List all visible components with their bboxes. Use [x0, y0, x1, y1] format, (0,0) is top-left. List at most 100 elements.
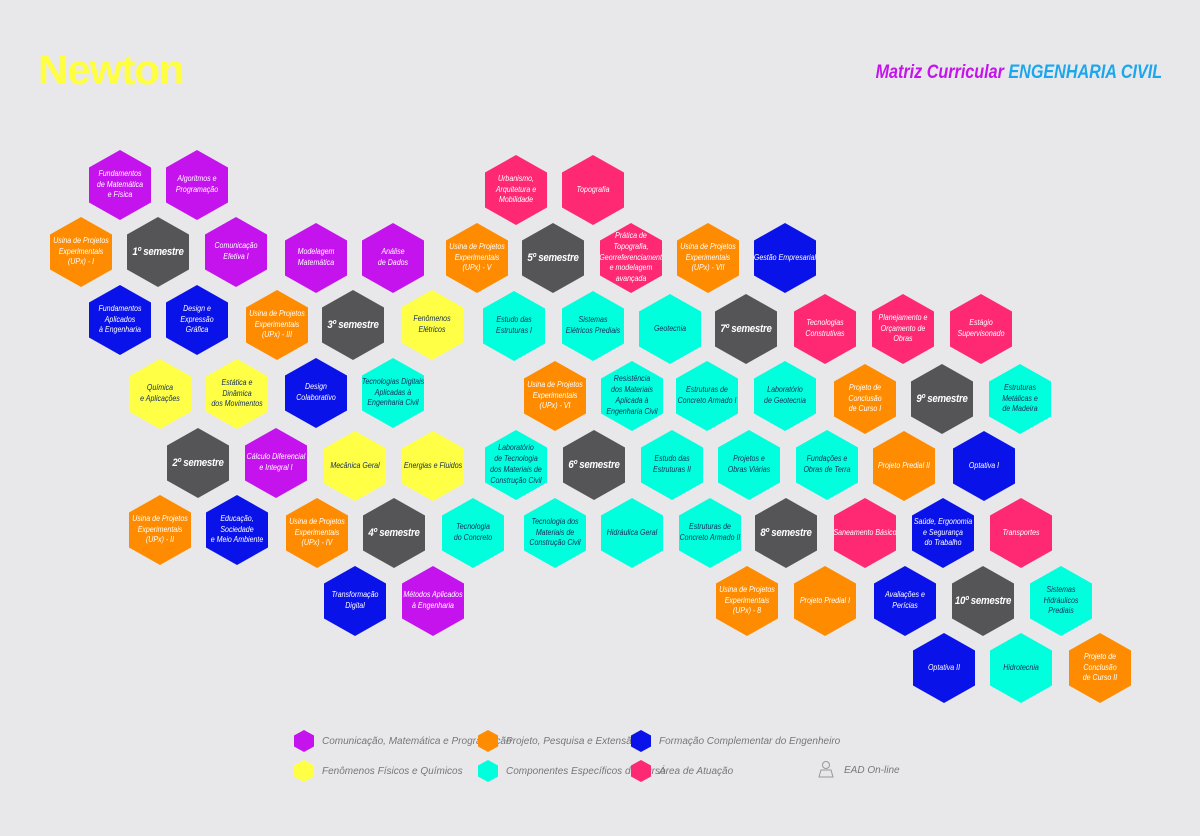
- hex-swatch-icon: [478, 760, 498, 782]
- course-label: Tecnologia dos Materiais de Construção C…: [529, 516, 581, 548]
- semester-label: 7º semestre: [720, 322, 772, 335]
- course-label: Educação, Sociedade e Meio Ambiente: [210, 513, 264, 545]
- course-hex: Tecnologia dos Materiais de Construção C…: [524, 498, 586, 568]
- semester-label: 1º semestre: [132, 245, 184, 258]
- course-hex: Topografia: [562, 155, 624, 225]
- semester-label: 5º semestre: [527, 251, 579, 264]
- course-hex: Fundamentos de Matemática e Física: [89, 150, 151, 220]
- course-label: Laboratório de Tecnologia dos Materiais …: [490, 443, 542, 485]
- course-hex: Design e Expressão Gráfica: [166, 285, 228, 355]
- semester-hex: 8º semestre: [755, 498, 817, 568]
- course-hex: Estruturas de Concreto Armado I: [676, 361, 738, 431]
- course-label: Métodos Aplicados à Engenharia: [403, 590, 463, 610]
- course-label: Usina de Projetos Experimentais (UPx) - …: [680, 241, 736, 273]
- semester-hex: 10º semestre: [952, 566, 1014, 636]
- course-hex: Modelagem Matemática: [285, 223, 347, 293]
- course-label: Topografia: [576, 184, 610, 194]
- course-hex: Fundações e Obras de Terra: [796, 430, 858, 500]
- legend: Comunicação, Matemática e Programação Pr…: [294, 730, 914, 786]
- course-label: Usina de Projetos Experimentais (UPx) - …: [527, 379, 583, 411]
- course-label: Prática de Topografia, Georreferenciamen…: [599, 231, 666, 284]
- course-hex: Projetos e Obras Viárias: [718, 430, 780, 500]
- course-hex: Saúde, Ergonomia e Segurança do Trabalho: [912, 498, 974, 568]
- course-label: Resistência dos Materiais Aplicada à Eng…: [606, 374, 658, 416]
- course-hex: Tecnologias Digitais Aplicadas à Engenha…: [362, 358, 424, 428]
- course-label: Usina de Projetos Experimentais (UPx) - …: [53, 235, 109, 267]
- course-label: Laboratório de Geotecnia: [764, 385, 806, 405]
- course-hex: Estruturas Metálicas e de Madeira: [989, 364, 1051, 434]
- person-laptop-icon: [818, 761, 834, 778]
- course-hex: Estudo das Estruturas I: [483, 291, 545, 361]
- course-hex: Energias e Fluidos: [402, 431, 464, 501]
- course-label: Projeto de Conclusão de Curso II: [1082, 651, 1118, 683]
- course-hex: Tecnologias Construtivas: [794, 294, 856, 364]
- course-label: Geotecnia: [653, 323, 687, 333]
- course-label: Projeto de Conclusão de Curso I: [848, 382, 882, 414]
- course-hex: Algoritmos e Programação: [166, 150, 228, 220]
- course-label: Fundamentos Aplicados à Engenharia: [98, 303, 142, 335]
- legend-label: EAD On-line: [844, 764, 900, 776]
- semester-hex: 4º semestre: [363, 498, 425, 568]
- course-hex: Planejamento e Orçamento de Obras: [872, 294, 934, 364]
- legend-item: Componentes Específicos do Curso: [478, 760, 666, 782]
- course-label: Estruturas de Concreto Armado II: [679, 522, 741, 542]
- course-hex: Cálculo Diferencial e Integral I: [245, 428, 307, 498]
- course-hex: Sistemas Elétricos Prediais: [562, 291, 624, 361]
- course-label: Fundamentos de Matemática e Física: [96, 168, 144, 200]
- course-label: Estática e Dinâmica dos Movimentos: [211, 377, 263, 409]
- course-label: Tecnologias Construtivas: [805, 318, 845, 338]
- semester-hex: 7º semestre: [715, 294, 777, 364]
- course-label: Projeto Predial I: [799, 595, 851, 605]
- course-label: Transformação Digital: [331, 590, 379, 610]
- semester-label: 2º semestre: [172, 456, 224, 469]
- page-title: Matriz Curricular ENGENHARIA CIVIL: [875, 62, 1162, 84]
- course-hex: Gestão Empresarial: [754, 223, 816, 293]
- title-prefix: Matriz Curricular: [875, 62, 1004, 83]
- course-label: Optativa I: [968, 460, 1000, 470]
- course-hex: Urbanismo, Arquitetura e Mobilidade: [485, 155, 547, 225]
- course-hex: Projeto de Conclusão de Curso II: [1069, 633, 1131, 703]
- course-label: Energias e Fluidos: [403, 460, 463, 470]
- course-hex: Tecnologia do Concreto: [442, 498, 504, 568]
- course-label: Comunicação Efetiva I: [214, 241, 258, 261]
- legend-label: Componentes Específicos do Curso: [506, 765, 666, 777]
- course-label: Sistemas Elétricos Prediais: [565, 315, 621, 335]
- legend-item-ead: EAD On-line: [816, 760, 900, 780]
- course-label: Estudo das Estruturas II: [653, 454, 691, 474]
- course-label: Gestão Empresarial: [753, 252, 817, 262]
- course-hex: Geotecnia: [639, 294, 701, 364]
- course-hex: Transportes: [990, 498, 1052, 568]
- legend-label: Comunicação, Matemática e Programação: [322, 735, 512, 747]
- course-hex: Resistência dos Materiais Aplicada à Eng…: [601, 361, 663, 431]
- semester-hex: 6º semestre: [563, 430, 625, 500]
- course-label: Usina de Projetos Experimentais (UPx) - …: [249, 308, 305, 340]
- course-hex: Comunicação Efetiva I: [205, 217, 267, 287]
- course-label: Saúde, Ergonomia e Segurança do Trabalho: [913, 516, 973, 548]
- course-hex: Transformação Digital: [324, 566, 386, 636]
- course-hex: Design Colaborativo: [285, 358, 347, 428]
- course-label: Tecnologias Digitais Aplicadas à Engenha…: [361, 376, 425, 408]
- legend-item: Projeto, Pesquisa e Extensão: [478, 730, 637, 752]
- hex-swatch-icon: [631, 760, 651, 782]
- newton-logo: Newton: [38, 46, 185, 93]
- legend-item: Área de Atuação: [631, 760, 733, 782]
- course-hex: Projeto de Conclusão de Curso I: [834, 364, 896, 434]
- semester-hex: 3º semestre: [322, 290, 384, 360]
- course-label: Projetos e Obras Viárias: [727, 454, 771, 474]
- course-label: Estruturas Metálicas e de Madeira: [1002, 382, 1038, 414]
- course-hex: Saneamento Básico: [834, 498, 896, 568]
- course-label: Urbanismo, Arquitetura e Mobilidade: [495, 173, 537, 205]
- semester-label: 6º semestre: [568, 458, 620, 471]
- course-hex: Análise de Dados: [362, 223, 424, 293]
- course-hex: Hidrotecnia: [990, 633, 1052, 703]
- semester-label: 8º semestre: [760, 526, 812, 539]
- course-label: Design e Expressão Gráfica: [180, 303, 214, 335]
- course-label: Mecânica Geral: [330, 460, 380, 470]
- course-label: Sistemas Hidráulicos Prediais: [1043, 584, 1079, 616]
- course-label: Planejamento e Orçamento de Obras: [878, 312, 928, 344]
- course-label: Usina de Projetos Experimentais (UPx) - …: [719, 584, 775, 616]
- semester-hex: 9º semestre: [911, 364, 973, 434]
- course-hex: Avaliações e Perícias: [874, 566, 936, 636]
- course-hex: Sistemas Hidráulicos Prediais: [1030, 566, 1092, 636]
- course-hex: Projeto Predial I: [794, 566, 856, 636]
